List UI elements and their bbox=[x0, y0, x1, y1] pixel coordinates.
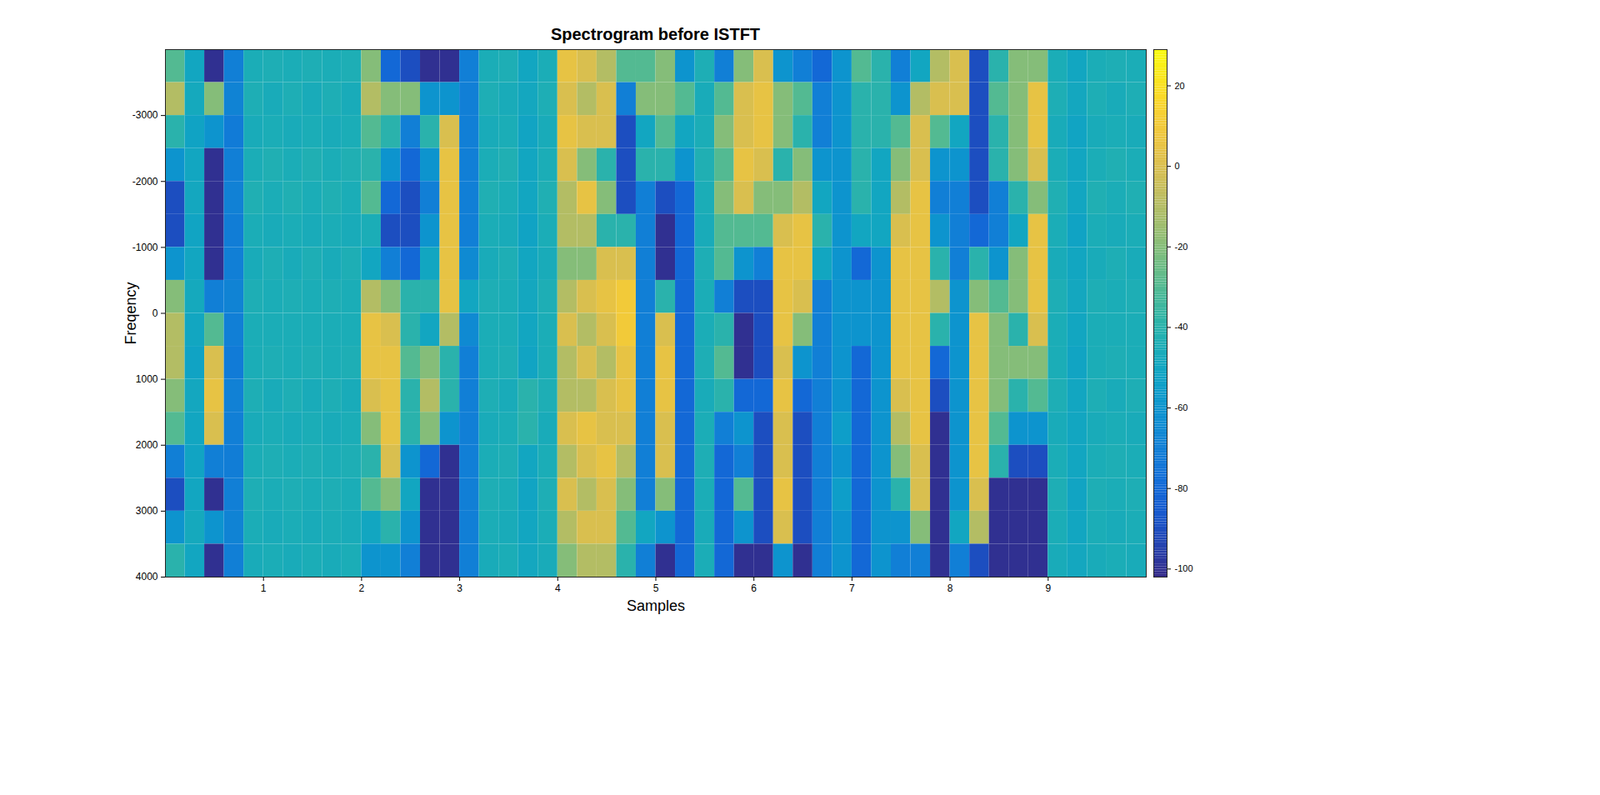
svg-text:3: 3 bbox=[456, 582, 463, 595]
svg-text:9: 9 bbox=[1045, 582, 1051, 595]
svg-text:2000: 2000 bbox=[135, 439, 159, 451]
svg-text:-100: -100 bbox=[1175, 563, 1194, 574]
svg-text:20: 20 bbox=[1175, 80, 1185, 91]
svg-text:0: 0 bbox=[1175, 160, 1180, 171]
svg-text:-40: -40 bbox=[1175, 321, 1189, 332]
svg-text:6: 6 bbox=[750, 582, 757, 595]
svg-text:Freqency: Freqency bbox=[122, 281, 140, 345]
svg-text:1000: 1000 bbox=[135, 373, 159, 385]
svg-text:-80: -80 bbox=[1175, 483, 1189, 494]
svg-text:5: 5 bbox=[653, 582, 660, 595]
svg-text:0: 0 bbox=[152, 307, 159, 320]
svg-text:-60: -60 bbox=[1175, 402, 1189, 413]
svg-text:-2000: -2000 bbox=[132, 175, 159, 188]
svg-text:7: 7 bbox=[849, 582, 855, 595]
svg-text:-3000: -3000 bbox=[132, 109, 159, 121]
svg-text:-20: -20 bbox=[1175, 241, 1189, 252]
svg-text:4000: 4000 bbox=[135, 570, 159, 583]
svg-text:-1000: -1000 bbox=[132, 241, 159, 254]
svg-text:2: 2 bbox=[359, 582, 365, 595]
svg-text:3000: 3000 bbox=[135, 505, 159, 517]
svg-text:Samples: Samples bbox=[626, 597, 685, 615]
html-text:Spectrogram before ISTFT: Spectrogram before ISTFT bbox=[550, 25, 761, 44]
svg-text:4: 4 bbox=[555, 582, 561, 595]
svg-text:1: 1 bbox=[260, 582, 267, 595]
svg-text:8: 8 bbox=[947, 582, 954, 595]
